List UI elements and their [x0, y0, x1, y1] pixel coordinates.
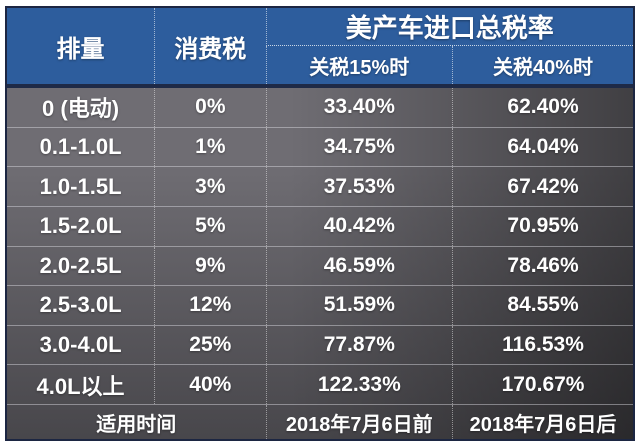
cell-rate-15: 40.42% — [265, 206, 453, 246]
footer-applicable-time-label: 适用时间 — [96, 413, 177, 436]
cell-rate-15: 51.59% — [265, 286, 453, 325]
cell-displacement: 1.0-1.5L — [39, 173, 122, 199]
cell-rate-15: 33.40% — [265, 88, 453, 127]
header-displacement: 排量 — [56, 35, 105, 63]
cell-rate-15: 46.59% — [265, 246, 453, 286]
cell-displacement: 3.0-4.0L — [39, 332, 122, 358]
cell-consumption-tax: 5% — [154, 206, 265, 246]
footer-date-before: 2018年7月6日前 — [265, 405, 453, 439]
cell-rate-40: 84.55% — [452, 286, 633, 325]
table-footer-row: 适用时间 2018年7月6日前 2018年7月6日后 — [7, 404, 633, 439]
cell-displacement: 0.1-1.0L — [39, 133, 122, 159]
cell-rate-40: 67.42% — [452, 167, 633, 206]
cell-rate-40: 170.67% — [452, 365, 633, 404]
cell-rate-40: 64.04% — [452, 127, 633, 167]
table-row: 0 (电动) 0% 33.40% 62.40% — [7, 88, 633, 127]
tax-rate-table: 排量 消费税 美产车进口总税率 关税15%时 关税40%时 0 (电动) 0% … — [5, 6, 635, 441]
header-tariff-40: 关税40%时 — [452, 46, 633, 84]
header-tariff-15: 关税15%时 — [265, 46, 453, 84]
cell-consumption-tax: 40% — [154, 365, 265, 404]
table-row: 1.0-1.5L 3% 37.53% 67.42% — [7, 166, 633, 206]
cell-rate-15: 34.75% — [265, 127, 453, 167]
cell-consumption-tax: 1% — [154, 127, 265, 167]
table-row: 4.0L以上 40% 122.33% 170.67% — [7, 364, 633, 404]
table-header: 排量 消费税 美产车进口总税率 关税15%时 关税40%时 — [7, 8, 633, 88]
cell-displacement: 2.0-2.5L — [39, 252, 122, 278]
cell-displacement: 2.5-3.0L — [39, 292, 122, 318]
cell-rate-40: 78.46% — [452, 246, 633, 286]
cell-consumption-tax: 3% — [154, 167, 265, 206]
table-row: 0.1-1.0L 1% 34.75% 64.04% — [7, 126, 633, 167]
cell-rate-15: 77.87% — [265, 325, 453, 365]
header-consumption-tax: 消费税 — [154, 8, 265, 84]
cell-rate-40: 116.53% — [452, 325, 633, 365]
table-row: 2.0-2.5L 9% 46.59% 78.46% — [7, 245, 633, 286]
cell-consumption-tax: 9% — [154, 246, 265, 286]
cell-rate-40: 70.95% — [452, 206, 633, 246]
table-body: 0 (电动) 0% 33.40% 62.40% 0.1-1.0L 1% 34.7… — [7, 88, 633, 439]
cell-rate-15: 37.53% — [265, 167, 453, 206]
cell-rate-15: 122.33% — [265, 365, 453, 404]
cell-consumption-tax: 25% — [154, 325, 265, 365]
cell-displacement: 1.5-2.0L — [39, 213, 122, 239]
cell-displacement: 4.0L以上 — [36, 373, 125, 399]
cell-consumption-tax: 0% — [154, 88, 265, 127]
footer-date-after: 2018年7月6日后 — [452, 405, 633, 439]
table-row: 1.5-2.0L 5% 40.42% 70.95% — [7, 205, 633, 246]
table-row: 3.0-4.0L 25% 77.87% 116.53% — [7, 324, 633, 365]
cell-consumption-tax: 12% — [154, 286, 265, 325]
cell-rate-40: 62.40% — [452, 88, 633, 127]
header-total-import-rate-group: 美产车进口总税率 — [265, 8, 633, 46]
cell-displacement: 0 (电动) — [42, 96, 120, 122]
table-row: 2.5-3.0L 12% 51.59% 84.55% — [7, 285, 633, 325]
